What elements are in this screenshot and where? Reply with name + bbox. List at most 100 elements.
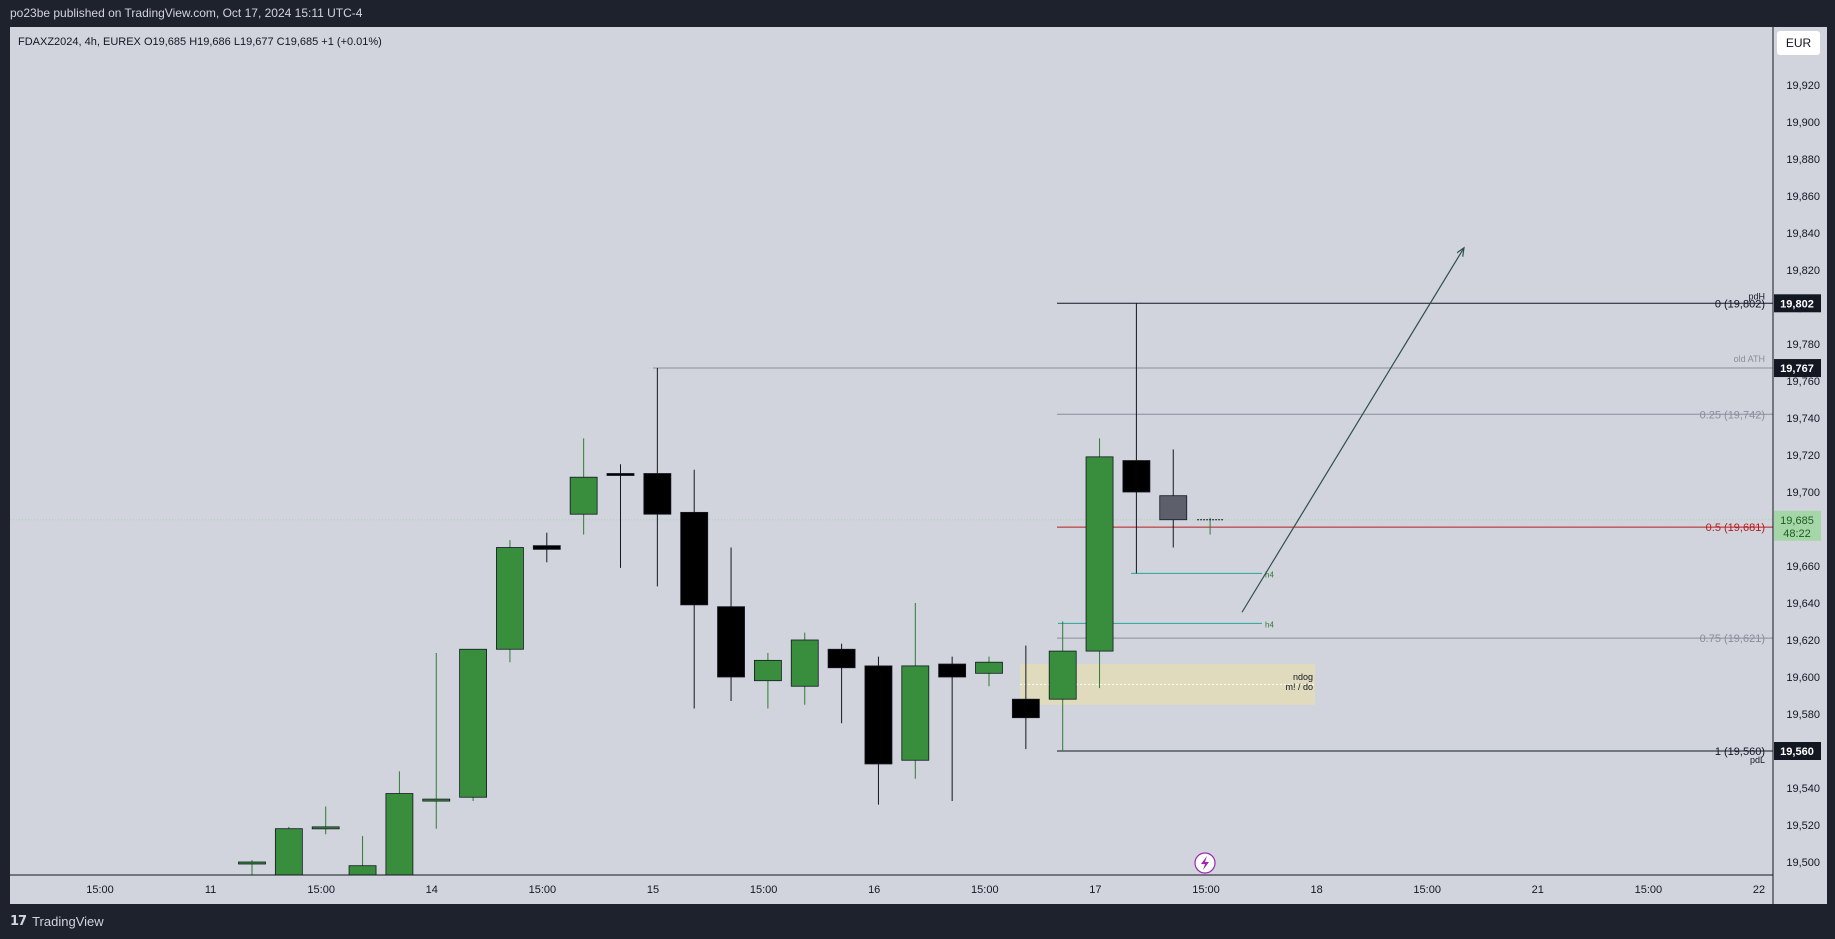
candle-body [754, 659, 782, 682]
price-tick-label: 19,920 [1786, 80, 1820, 92]
projection-arrow[interactable] [1241, 248, 1464, 613]
time-tick-label: 21 [1532, 884, 1544, 896]
publish-text: po23be published on TradingView.com, Oct… [10, 6, 363, 20]
time-tick-label: 17 [1089, 884, 1101, 896]
candle[interactable] [790, 632, 819, 705]
price-badge-label: 19,560 [1780, 746, 1814, 758]
time-tick-label: 15:00 [1413, 884, 1441, 896]
price-tick-label: 19,540 [1786, 783, 1820, 795]
countdown-label: 48:22 [1783, 528, 1811, 540]
candle[interactable] [1048, 621, 1077, 752]
level-label: 0.25 (19,742) [1700, 409, 1765, 421]
price-badge-label: 19,767 [1780, 363, 1814, 375]
price-tick-label: 19,820 [1786, 265, 1820, 277]
candle-body [790, 639, 819, 687]
candle[interactable] [348, 836, 377, 884]
candle[interactable] [717, 547, 745, 702]
candle-body [1048, 650, 1077, 700]
current-price-label: 19,685 [1780, 515, 1814, 527]
brand-logo[interactable]: 17 TradingView [10, 914, 104, 929]
level-label: 1 (19,560) [1715, 746, 1765, 758]
price-tick-label: 19,700 [1786, 487, 1820, 499]
price-tick-label: 19,780 [1786, 339, 1820, 351]
candle-body [1159, 495, 1188, 521]
candle-body [717, 606, 745, 678]
price-tick-label: 19,520 [1786, 820, 1820, 832]
lightning-icon[interactable] [1194, 852, 1216, 874]
candle[interactable] [1197, 517, 1224, 535]
candle-body [532, 545, 561, 550]
candle[interactable] [1122, 303, 1151, 574]
candle[interactable] [274, 826, 303, 883]
candle-body [975, 661, 1003, 674]
candle-body [1122, 460, 1151, 493]
candle[interactable] [606, 464, 635, 568]
level-label: old ATH [1734, 354, 1765, 364]
candle-body [680, 511, 709, 606]
time-tick-label: 15 [647, 884, 659, 896]
time-tick-label: 15:00 [86, 884, 114, 896]
candle[interactable] [496, 540, 524, 663]
price-tick-label: 19,840 [1786, 228, 1820, 240]
footer-bar: 17 TradingView [0, 904, 1835, 939]
candle[interactable] [938, 656, 967, 801]
time-tick-label: 15:00 [529, 884, 557, 896]
candle[interactable] [1011, 645, 1040, 750]
level-tag: pdH [1748, 291, 1765, 301]
candle-body [827, 648, 856, 669]
price-tick-label: 19,740 [1786, 413, 1820, 425]
currency-button[interactable]: EUR [1777, 31, 1820, 55]
brand-name: TradingView [32, 914, 104, 929]
candle[interactable] [1159, 449, 1188, 548]
price-badge [1774, 294, 1821, 313]
price-tick-label: 19,760 [1786, 376, 1820, 388]
time-tick-label: 15:00 [307, 884, 335, 896]
candle[interactable] [238, 860, 266, 880]
price-badge [1774, 359, 1821, 378]
time-tick-label: 15:00 [1635, 884, 1663, 896]
candle[interactable] [975, 656, 1003, 687]
candle[interactable] [643, 368, 672, 587]
time-tick-label: 15:00 [750, 884, 778, 896]
candle[interactable] [311, 806, 340, 835]
price-badge-label: 19,802 [1780, 298, 1814, 310]
candle-body [459, 648, 488, 798]
candle[interactable] [459, 648, 488, 801]
mido-label: m! / do [1285, 682, 1313, 692]
candle[interactable] [901, 603, 930, 779]
candle-body [569, 476, 598, 515]
candle-body [311, 826, 340, 830]
candle[interactable] [385, 771, 414, 875]
candle[interactable] [864, 656, 893, 805]
candle-body [938, 663, 967, 678]
candle[interactable] [532, 532, 561, 563]
candle[interactable] [1085, 438, 1114, 689]
candle[interactable] [422, 652, 451, 829]
candle-body [1011, 698, 1040, 719]
time-tick-label: 22 [1753, 884, 1765, 896]
publish-header: po23be published on TradingView.com, Oct… [0, 0, 1835, 27]
candle-body [643, 473, 672, 515]
time-tick-label: 15:00 [971, 884, 999, 896]
price-tick-label: 19,600 [1786, 672, 1820, 684]
time-tick-label: 18 [1310, 884, 1322, 896]
level-label: 0 (19,802) [1715, 298, 1765, 310]
symbol-info: FDAXZ2024, 4h, EUREX O19,685 H19,686 L19… [18, 36, 382, 48]
ndog-label: ndog [1293, 672, 1313, 682]
candle-body [864, 665, 893, 765]
candle-body [238, 861, 266, 865]
candle[interactable] [827, 643, 856, 724]
candle-body [606, 473, 635, 476]
candle-body [422, 798, 451, 802]
price-tick-label: 19,640 [1786, 598, 1820, 610]
level-label: 0.75 (19,621) [1700, 633, 1765, 645]
time-tick-label: 14 [426, 884, 438, 896]
candle[interactable] [680, 469, 709, 709]
h4-label: h4 [1265, 570, 1274, 579]
candle-body [496, 547, 524, 650]
candle-body [1085, 456, 1114, 652]
level-tag: pdL [1750, 755, 1765, 765]
candle[interactable] [569, 438, 598, 535]
candle[interactable] [754, 652, 782, 709]
